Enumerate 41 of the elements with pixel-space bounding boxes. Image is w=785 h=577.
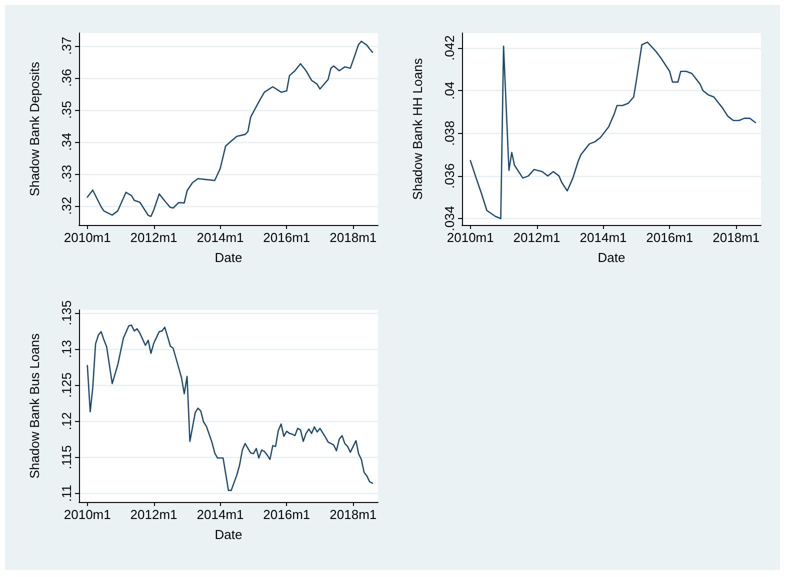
y-tick-label: .35 — [59, 100, 74, 119]
x-tick-label: 2016m1 — [263, 230, 310, 245]
y-tick-label: .36 — [59, 68, 74, 87]
y-tick-label: .038 — [442, 120, 457, 146]
x-axis-title: Date — [214, 527, 242, 542]
x-tick-label: 2018m1 — [330, 230, 377, 245]
x-tick-label: 2014m1 — [196, 230, 244, 245]
x-tick-label: 2010m1 — [64, 507, 111, 522]
x-tick-label: 2012m1 — [130, 230, 178, 245]
x-tick-label: 2016m1 — [646, 230, 694, 245]
y-axis-title: Shadow Bank HH Loans — [410, 58, 425, 200]
y-tick-label: .37 — [59, 36, 74, 55]
line-series — [86, 324, 374, 492]
line-series — [86, 40, 374, 218]
x-tick-label: 2012m1 — [130, 507, 178, 522]
line-series — [470, 42, 756, 220]
x-tick-label: 2010m1 — [446, 230, 494, 245]
y-tick-label: .036 — [442, 163, 457, 189]
y-tick-label: .13 — [59, 340, 74, 358]
y-tick-label: .32 — [59, 196, 74, 215]
y-tick-label: .33 — [59, 164, 74, 183]
y-axis-title: Shadow Bank Deposits — [27, 61, 42, 196]
x-tick-label: 2014m1 — [580, 230, 627, 245]
y-axis-title: Shadow Bank Bus Loans — [27, 332, 42, 479]
x-tick-label: 2010m1 — [64, 230, 111, 245]
y-tick-label: .115 — [59, 445, 74, 470]
y-tick-label: .12 — [59, 412, 74, 430]
y-tick-label: .34 — [59, 132, 74, 151]
x-axis-title: Date — [214, 250, 242, 265]
y-tick-label: .04 — [442, 82, 457, 100]
y-tick-label: .11 — [59, 484, 74, 502]
x-axis-title: Date — [598, 250, 626, 265]
y-tick-label: .125 — [59, 372, 74, 398]
x-tick-label: 2018m1 — [712, 230, 760, 245]
x-tick-label: 2014m1 — [196, 507, 244, 522]
x-tick-label: 2016m1 — [263, 507, 310, 522]
x-tick-label: 2012m1 — [513, 230, 560, 245]
y-tick-label: .034 — [442, 206, 457, 232]
x-tick-label: 2018m1 — [330, 507, 377, 522]
y-tick-label: .135 — [59, 300, 74, 326]
y-tick-label: .042 — [442, 35, 457, 61]
